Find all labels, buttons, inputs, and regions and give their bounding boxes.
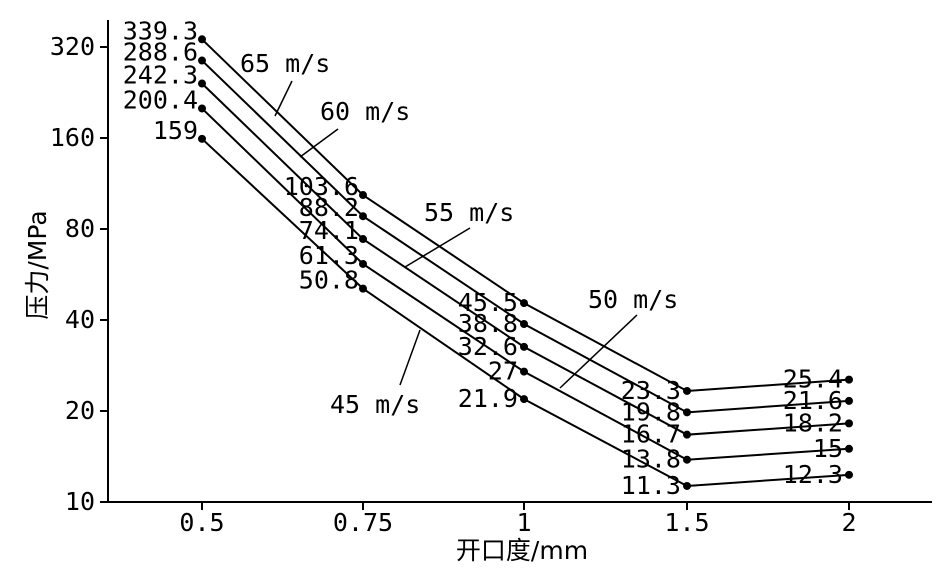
data-point — [683, 408, 691, 417]
data-point — [845, 375, 853, 384]
data-label: 88.2 — [299, 193, 359, 222]
data-label: 12.3 — [783, 460, 843, 489]
data-label: 50.8 — [299, 266, 359, 295]
data-point — [359, 259, 367, 268]
series-label: 65 m/s — [240, 49, 330, 78]
data-label: 38.8 — [458, 309, 518, 338]
data-label: 25.4 — [783, 365, 843, 394]
data-point — [683, 455, 691, 464]
data-label: 16.7 — [621, 420, 681, 449]
series-label-leader — [299, 128, 339, 158]
data-point — [520, 299, 528, 308]
y-tick-label: 20 — [65, 396, 95, 425]
data-label: 27 — [488, 357, 518, 386]
data-label: 61.3 — [299, 241, 359, 270]
series-label-leader — [274, 80, 293, 117]
data-label: 45.5 — [458, 288, 518, 317]
data-label: 13.8 — [621, 445, 681, 474]
x-axis-title: 开口度/mm — [456, 536, 588, 565]
data-point — [198, 35, 206, 44]
data-label: 21.6 — [783, 386, 843, 415]
series-label: 45 m/s — [330, 390, 420, 419]
y-tick-label: 40 — [65, 305, 95, 334]
data-point — [359, 212, 367, 221]
series-label: 55 m/s — [424, 198, 514, 227]
data-label: 74.1 — [299, 216, 359, 245]
data-point — [683, 386, 691, 395]
series-label-leader — [559, 314, 638, 389]
data-label: 159 — [153, 116, 198, 145]
x-tick-label: 0.5 — [179, 508, 224, 537]
series-points — [198, 35, 853, 490]
data-point — [845, 444, 853, 453]
data-label: 200.4 — [123, 85, 198, 114]
data-point — [683, 481, 691, 490]
data-point — [520, 395, 528, 404]
data-label: 242.3 — [123, 61, 198, 90]
data-point — [359, 235, 367, 244]
series-label: 60 m/s — [320, 97, 410, 126]
data-label: 15 — [813, 434, 843, 463]
x-tick-label: 2 — [841, 508, 856, 537]
data-point — [198, 79, 206, 88]
data-label: 103.6 — [284, 172, 359, 201]
data-point — [520, 342, 528, 351]
data-label: 11.3 — [621, 471, 681, 500]
data-point — [520, 367, 528, 376]
data-point — [520, 319, 528, 328]
data-point — [359, 191, 367, 200]
data-labels: 339.3 103.6 45.5 23.3 25.4 288.6 88.2 38.8 19.8 2… — [123, 16, 843, 500]
data-label: 19.8 — [621, 397, 681, 426]
data-label: 21.9 — [458, 384, 518, 413]
data-point — [198, 104, 206, 113]
data-label: 18.2 — [783, 408, 843, 437]
data-point — [683, 430, 691, 439]
series-labels: 65 m/s 60 m/s 55 m/s 50 m/s 45 m/s — [240, 49, 678, 419]
y-tick-label: 80 — [65, 214, 95, 243]
y-axis-title: 压力/MPa — [23, 210, 52, 319]
data-point — [845, 396, 853, 405]
data-label: 32.6 — [458, 332, 518, 361]
data-label: 288.6 — [123, 38, 198, 67]
series-label-leader — [404, 227, 471, 268]
y-tick-label: 160 — [50, 123, 95, 152]
axes — [107, 20, 932, 503]
data-label: 23.3 — [621, 376, 681, 405]
data-point — [845, 470, 853, 479]
y-tick-label: 320 — [50, 32, 95, 61]
series-label: 50 m/s — [588, 285, 678, 314]
data-point — [359, 284, 367, 293]
x-tick-label: 1.5 — [664, 508, 709, 537]
data-label: 339.3 — [123, 16, 198, 45]
series-label-leader — [399, 329, 421, 386]
ticks: 0.5 0.75 1 1.5 2 10 20 40 80 160 320 — [50, 32, 857, 537]
x-tick-label: 1 — [516, 508, 531, 537]
data-point — [845, 419, 853, 428]
x-tick-label: 0.75 — [333, 508, 393, 537]
data-point — [198, 134, 206, 143]
data-point — [198, 56, 206, 65]
y-tick-label: 10 — [65, 487, 95, 516]
